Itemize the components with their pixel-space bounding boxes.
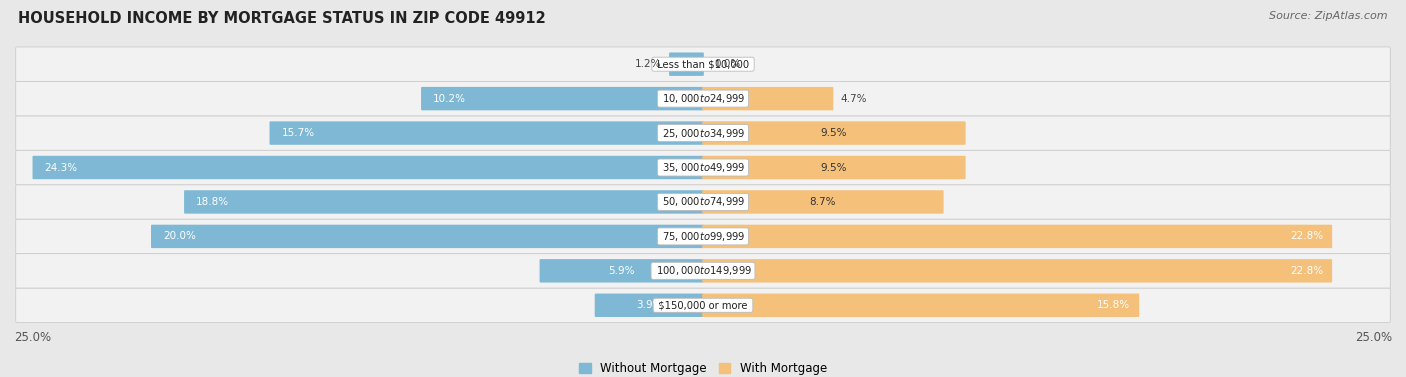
FancyBboxPatch shape	[15, 150, 1391, 185]
Text: 3.9%: 3.9%	[636, 300, 662, 310]
Text: $10,000 to $24,999: $10,000 to $24,999	[659, 92, 747, 105]
FancyBboxPatch shape	[540, 259, 704, 282]
Text: Source: ZipAtlas.com: Source: ZipAtlas.com	[1270, 11, 1388, 21]
Text: 0.0%: 0.0%	[714, 59, 741, 69]
FancyBboxPatch shape	[702, 190, 943, 214]
Text: $100,000 to $149,999: $100,000 to $149,999	[652, 264, 754, 277]
FancyBboxPatch shape	[150, 225, 704, 248]
FancyBboxPatch shape	[15, 288, 1391, 322]
Text: 9.5%: 9.5%	[821, 162, 848, 173]
Text: Less than $10,000: Less than $10,000	[654, 59, 752, 69]
Text: HOUSEHOLD INCOME BY MORTGAGE STATUS IN ZIP CODE 49912: HOUSEHOLD INCOME BY MORTGAGE STATUS IN Z…	[18, 11, 546, 26]
FancyBboxPatch shape	[15, 185, 1391, 219]
FancyBboxPatch shape	[702, 156, 966, 179]
FancyBboxPatch shape	[702, 225, 1331, 248]
FancyBboxPatch shape	[702, 121, 966, 145]
Text: 10.2%: 10.2%	[433, 93, 465, 104]
FancyBboxPatch shape	[702, 294, 1139, 317]
Text: $25,000 to $34,999: $25,000 to $34,999	[659, 127, 747, 139]
FancyBboxPatch shape	[270, 121, 704, 145]
Text: 22.8%: 22.8%	[1289, 266, 1323, 276]
FancyBboxPatch shape	[15, 254, 1391, 288]
Text: 25.0%: 25.0%	[1355, 331, 1392, 344]
FancyBboxPatch shape	[15, 219, 1391, 254]
Text: 18.8%: 18.8%	[195, 197, 229, 207]
FancyBboxPatch shape	[669, 52, 704, 76]
Text: 8.7%: 8.7%	[810, 197, 837, 207]
Legend: Without Mortgage, With Mortgage: Without Mortgage, With Mortgage	[574, 357, 832, 377]
Text: 15.7%: 15.7%	[281, 128, 315, 138]
FancyBboxPatch shape	[184, 190, 704, 214]
Text: 20.0%: 20.0%	[163, 231, 195, 241]
Text: 25.0%: 25.0%	[14, 331, 51, 344]
Text: 24.3%: 24.3%	[45, 162, 77, 173]
FancyBboxPatch shape	[32, 156, 704, 179]
Text: 15.8%: 15.8%	[1097, 300, 1130, 310]
FancyBboxPatch shape	[702, 259, 1331, 282]
Text: $150,000 or more: $150,000 or more	[655, 300, 751, 310]
FancyBboxPatch shape	[15, 116, 1391, 150]
FancyBboxPatch shape	[15, 47, 1391, 81]
Text: $35,000 to $49,999: $35,000 to $49,999	[659, 161, 747, 174]
FancyBboxPatch shape	[420, 87, 704, 110]
FancyBboxPatch shape	[595, 294, 704, 317]
Text: 5.9%: 5.9%	[609, 266, 636, 276]
Text: 9.5%: 9.5%	[821, 128, 848, 138]
Text: $50,000 to $74,999: $50,000 to $74,999	[659, 195, 747, 208]
Text: $75,000 to $99,999: $75,000 to $99,999	[659, 230, 747, 243]
FancyBboxPatch shape	[15, 81, 1391, 116]
Text: 1.2%: 1.2%	[636, 59, 662, 69]
FancyBboxPatch shape	[702, 87, 834, 110]
Text: 4.7%: 4.7%	[841, 93, 868, 104]
Text: 22.8%: 22.8%	[1289, 231, 1323, 241]
